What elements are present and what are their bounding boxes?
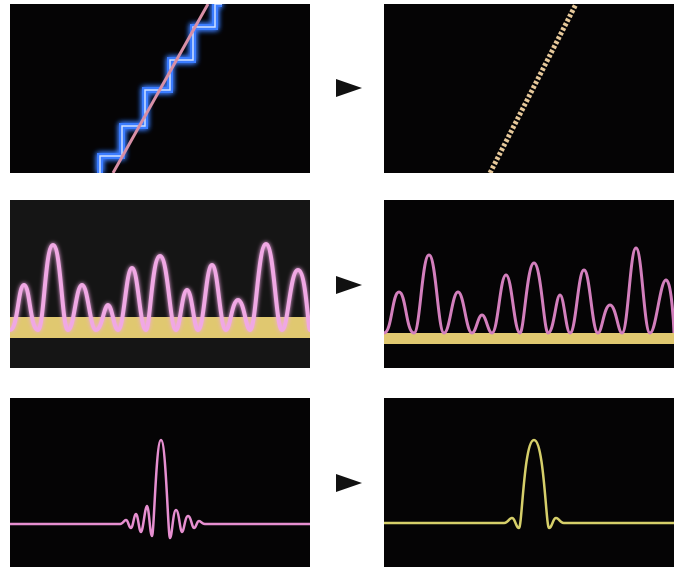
arrow-icon-3 bbox=[336, 474, 362, 492]
waveform-curve bbox=[10, 241, 310, 333]
arrow-icon bbox=[336, 79, 362, 97]
sinc-curve-right bbox=[384, 438, 674, 530]
baseline-band-right bbox=[384, 333, 674, 344]
waveform-icon bbox=[10, 241, 310, 338]
panel-wave-left bbox=[10, 200, 310, 368]
sinc-curve-left bbox=[10, 438, 310, 540]
sinc-pulse-ringing-icon bbox=[10, 438, 310, 540]
smooth-line-icon bbox=[487, 4, 579, 173]
panel-wave-right bbox=[384, 200, 674, 368]
waveform-curve-right bbox=[384, 246, 674, 335]
arrow-icon-2 bbox=[336, 276, 362, 294]
sinc-pulse-clean-icon bbox=[384, 438, 674, 530]
waveform-icon-2 bbox=[384, 246, 674, 344]
smooth-diagonal-line bbox=[487, 4, 579, 173]
panel-stair-left bbox=[10, 4, 310, 173]
diagonal-line bbox=[111, 4, 210, 173]
panel-sinc-left bbox=[10, 398, 310, 567]
panel-sinc-right bbox=[384, 398, 674, 567]
panel-stair-right bbox=[384, 4, 674, 173]
staircase-line-icon bbox=[97, 4, 222, 173]
baseline-band bbox=[10, 317, 310, 338]
